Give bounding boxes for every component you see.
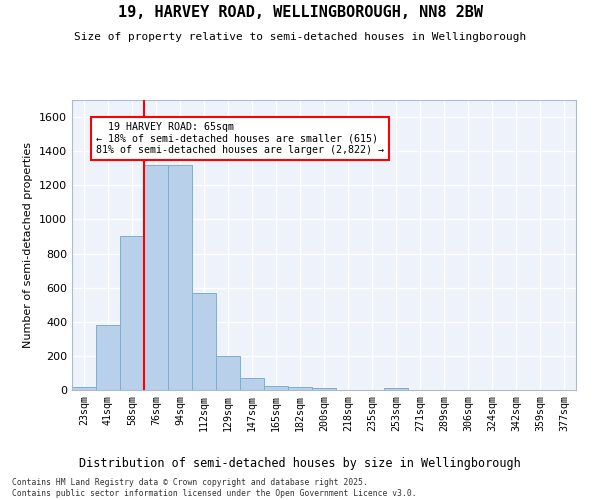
Bar [312,388,336,390]
Bar [120,236,144,390]
Bar [240,378,264,390]
Bar [216,356,240,390]
Bar [384,388,408,390]
Bar [72,388,96,390]
Bar [192,293,216,390]
Y-axis label: Number of semi-detached properties: Number of semi-detached properties [23,142,34,348]
Text: Size of property relative to semi-detached houses in Wellingborough: Size of property relative to semi-detach… [74,32,526,42]
Bar [168,165,192,390]
Text: Distribution of semi-detached houses by size in Wellingborough: Distribution of semi-detached houses by … [79,458,521,470]
Text: Contains HM Land Registry data © Crown copyright and database right 2025.
Contai: Contains HM Land Registry data © Crown c… [12,478,416,498]
Text: 19, HARVEY ROAD, WELLINGBOROUGH, NN8 2BW: 19, HARVEY ROAD, WELLINGBOROUGH, NN8 2BW [118,5,482,20]
Text: 19 HARVEY ROAD: 65sqm
← 18% of semi-detached houses are smaller (615)
81% of sem: 19 HARVEY ROAD: 65sqm ← 18% of semi-deta… [96,122,384,156]
Bar [144,165,168,390]
Bar [288,386,312,390]
Bar [264,386,288,390]
Bar [96,325,120,390]
